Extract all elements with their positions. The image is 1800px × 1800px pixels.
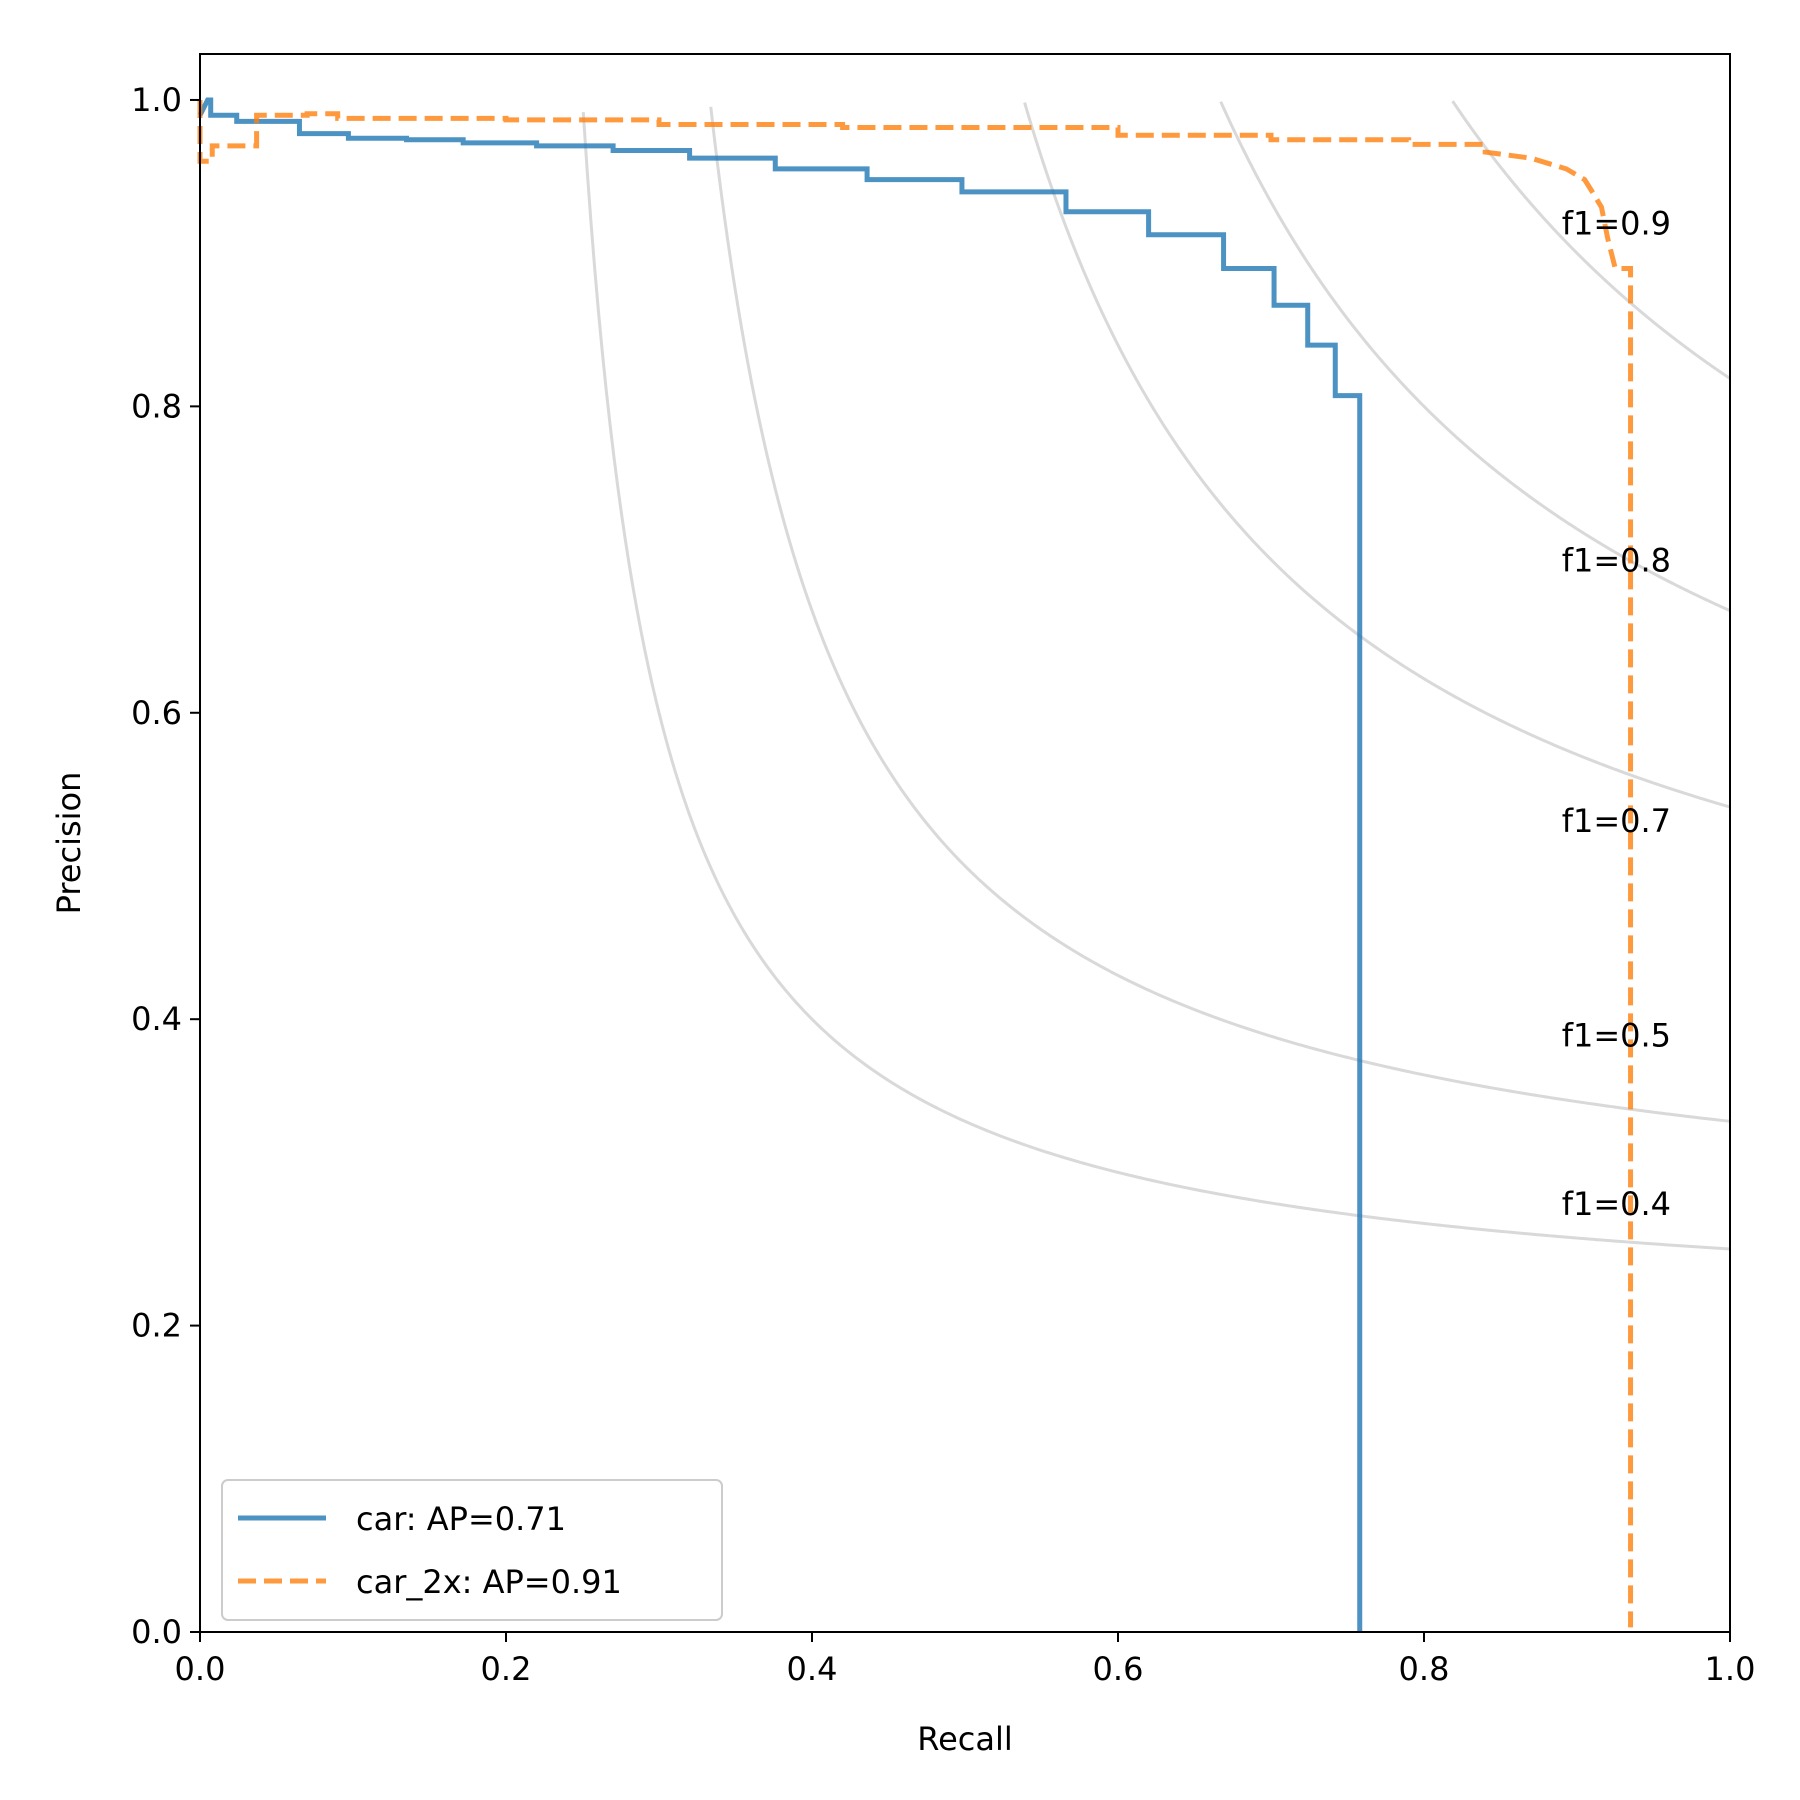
iso-f1-labels: f1=0.4 f1=0.5 f1=0.7 f1=0.8 f1=0.9	[1562, 205, 1671, 1224]
iso-f1-label-3: f1=0.8	[1562, 542, 1671, 580]
legend-box	[221, 1479, 723, 1621]
iso-f1-label-4: f1=0.9	[1562, 205, 1671, 243]
y-tick-label-4: 0.8	[131, 387, 182, 425]
x-tick-label-1: 0.2	[481, 1650, 532, 1688]
y-tick-label-2: 0.4	[131, 1000, 182, 1038]
series-lines	[197, 97, 1634, 1632]
y-axis-label: Precision	[50, 772, 88, 915]
legend-label-car: car: AP=0.71	[356, 1500, 566, 1538]
x-tick-label-5: 1.0	[1705, 1650, 1756, 1688]
series-line-car_2x	[197, 99, 1634, 1628]
y-tick-label-1: 0.2	[131, 1307, 182, 1345]
iso-f1-label-0: f1=0.4	[1562, 1185, 1671, 1223]
plot-frame	[199, 53, 1731, 1633]
iso-f1-curve-0	[581, 111, 1730, 1251]
iso-f1-label-1: f1=0.5	[1562, 1017, 1671, 1055]
iso-f1-curve-4	[1451, 100, 1730, 380]
x-tick-label-4: 0.8	[1399, 1650, 1450, 1688]
x-tick-label-0: 0.0	[175, 1650, 226, 1688]
y-tick-label-5: 1.0	[131, 81, 182, 119]
iso-f1-label-2: f1=0.7	[1562, 802, 1671, 840]
x-axis-label: Recall	[917, 1720, 1012, 1758]
x-tick-label-3: 0.6	[1093, 1650, 1144, 1688]
iso-f1-curves	[581, 100, 1730, 1251]
iso-f1-curve-1	[709, 106, 1730, 1123]
iso-f1-curve-2	[1023, 102, 1730, 809]
y-tick-label-0: 0.0	[131, 1613, 182, 1651]
y-tick-label-3: 0.6	[131, 694, 182, 732]
series-line-car	[197, 97, 1363, 1632]
axis-ticks: 0.0 0.2 0.4 0.6 0.8 1.0 0.0 0.2 0.4 0.6 0.8 1.0	[131, 81, 1755, 1688]
iso-f1-curve-3	[1219, 101, 1730, 613]
legend: car: AP=0.71 car_2x: AP=0.91	[221, 1479, 723, 1621]
legend-label-car_2x: car_2x: AP=0.91	[356, 1563, 622, 1601]
x-tick-label-2: 0.4	[787, 1650, 838, 1688]
